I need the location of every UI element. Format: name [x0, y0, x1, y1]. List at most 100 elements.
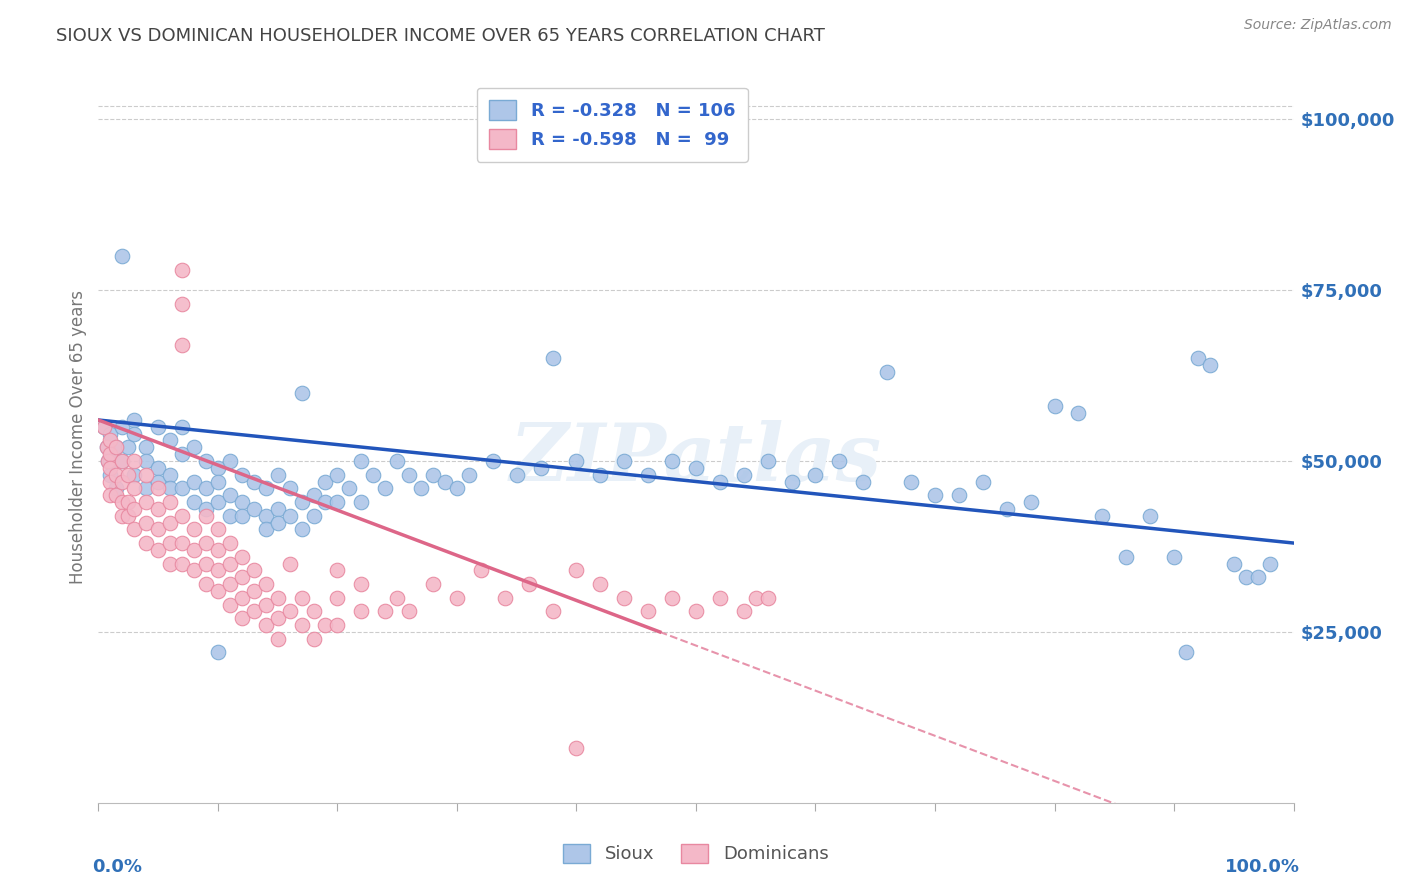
Point	[124, 467, 146, 482]
Point	[517, 577, 540, 591]
Point	[207, 583, 229, 598]
Point	[291, 522, 314, 536]
Point	[374, 481, 396, 495]
Point	[709, 475, 731, 489]
Point	[1234, 570, 1257, 584]
Point	[219, 508, 242, 523]
Point	[231, 570, 253, 584]
Point	[326, 495, 349, 509]
Point	[97, 454, 120, 468]
Point	[541, 604, 564, 618]
Point	[148, 481, 170, 495]
Point	[172, 262, 194, 277]
Point	[254, 618, 277, 632]
Point	[93, 420, 115, 434]
Point	[326, 591, 349, 605]
Point	[96, 440, 118, 454]
Point	[148, 475, 170, 489]
Point	[1223, 557, 1246, 571]
Point	[207, 645, 229, 659]
Point	[111, 420, 134, 434]
Point	[972, 475, 994, 489]
Text: Source: ZipAtlas.com: Source: ZipAtlas.com	[1244, 18, 1392, 32]
Point	[183, 522, 205, 536]
Point	[1163, 549, 1185, 564]
Point	[231, 611, 253, 625]
Point	[385, 591, 409, 605]
Point	[111, 495, 134, 509]
Point	[326, 563, 349, 577]
Point	[1175, 645, 1198, 659]
Point	[243, 475, 266, 489]
Point	[506, 467, 529, 482]
Point	[98, 475, 122, 489]
Point	[315, 475, 337, 489]
Point	[291, 385, 314, 400]
Point	[398, 467, 420, 482]
Point	[900, 475, 922, 489]
Point	[326, 618, 349, 632]
Point	[565, 454, 588, 468]
Point	[589, 577, 612, 591]
Point	[231, 495, 253, 509]
Point	[231, 591, 253, 605]
Point	[661, 591, 683, 605]
Point	[267, 516, 290, 530]
Point	[278, 557, 301, 571]
Point	[326, 467, 349, 482]
Point	[541, 351, 564, 366]
Point	[494, 591, 516, 605]
Point	[97, 454, 120, 468]
Point	[243, 563, 266, 577]
Point	[183, 563, 205, 577]
Point	[124, 522, 146, 536]
Point	[1043, 400, 1066, 414]
Point	[876, 365, 898, 379]
Point	[207, 460, 229, 475]
Point	[135, 481, 157, 495]
Point	[350, 604, 373, 618]
Point	[1258, 557, 1281, 571]
Point	[780, 475, 803, 489]
Point	[219, 577, 242, 591]
Point	[111, 454, 134, 468]
Point	[135, 440, 157, 454]
Point	[315, 495, 337, 509]
Point	[219, 488, 242, 502]
Point	[315, 618, 337, 632]
Point	[195, 577, 218, 591]
Point	[481, 454, 505, 468]
Point	[93, 420, 115, 434]
Text: SIOUX VS DOMINICAN HOUSEHOLDER INCOME OVER 65 YEARS CORRELATION CHART: SIOUX VS DOMINICAN HOUSEHOLDER INCOME OV…	[56, 27, 825, 45]
Point	[756, 454, 779, 468]
Point	[231, 467, 253, 482]
Point	[148, 501, 170, 516]
Point	[685, 460, 707, 475]
Point	[98, 467, 122, 482]
Point	[422, 467, 444, 482]
Point	[135, 495, 157, 509]
Point	[411, 481, 433, 495]
Point	[111, 454, 134, 468]
Point	[948, 488, 970, 502]
Point	[207, 475, 229, 489]
Point	[267, 591, 290, 605]
Point	[1067, 406, 1090, 420]
Point	[172, 508, 194, 523]
Point	[565, 563, 588, 577]
Point	[422, 577, 444, 591]
Point	[1115, 549, 1137, 564]
Point	[470, 563, 492, 577]
Point	[172, 447, 194, 461]
Point	[172, 481, 194, 495]
Point	[219, 557, 242, 571]
Point	[183, 440, 205, 454]
Point	[828, 454, 851, 468]
Point	[172, 297, 194, 311]
Point	[446, 481, 468, 495]
Point	[745, 591, 768, 605]
Point	[267, 467, 290, 482]
Point	[267, 632, 290, 646]
Point	[183, 542, 205, 557]
Point	[733, 467, 755, 482]
